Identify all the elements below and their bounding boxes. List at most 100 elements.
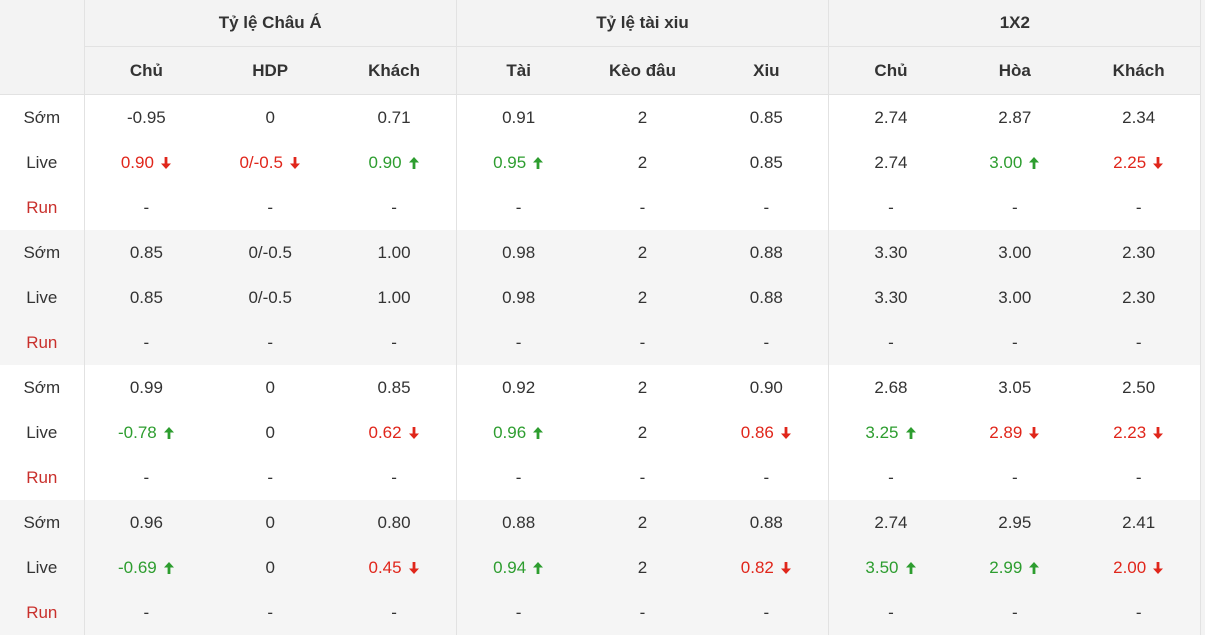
odds-cell-1x2-home: 3.50	[828, 545, 953, 590]
odds-cell-away: 0.90	[332, 140, 456, 185]
odds-cell-1x2-away: -	[1076, 320, 1201, 365]
odds-cell-away: 0.45	[332, 545, 457, 590]
row-label: Sớm	[23, 377, 61, 397]
arrow-down-icon	[780, 561, 792, 575]
odds-value-wrap: 2.99	[989, 558, 1040, 578]
odds-cell-1x2-away: 2.30	[1076, 275, 1201, 320]
odds-cell-1x2-away: -	[1076, 590, 1201, 635]
odds-row-run: Run - - - - - - - - -	[0, 455, 1205, 500]
odds-value: -	[267, 602, 274, 622]
odds-value: -	[763, 332, 770, 352]
odds-value-wrap: 2.95	[998, 513, 1031, 533]
odds-cell-away: 1.00	[332, 275, 457, 320]
column-header-1x2-home: Chủ	[828, 46, 953, 95]
odds-value-wrap: -	[764, 468, 770, 488]
odds-cell-under: 0.88	[704, 275, 829, 320]
odds-value: -	[391, 332, 397, 352]
odds-value: -	[1135, 332, 1142, 352]
odds-value: -	[143, 602, 150, 622]
odds-value-wrap: 1.00	[378, 288, 411, 308]
odds-value-wrap: 3.25	[865, 423, 916, 443]
odds-table-body: Sớm -0.95 0 0.71 0.91 2 0.85 2.74 2.87 2.34 Live 0.…	[0, 94, 1205, 635]
odds-value-wrap: 2	[638, 243, 647, 263]
odds-value-wrap: 0.95	[493, 153, 544, 173]
odds-row-live: Live 0.85 0/-0.5 1.00 0.98 2 0.88 3.30 3.00 2.30	[0, 275, 1205, 320]
odds-value-wrap: 0.88	[750, 288, 783, 308]
odds-cell-over: 0.98	[455, 230, 581, 275]
odds-value-wrap: 0.88	[750, 243, 783, 263]
odds-cell-under: 0.85	[705, 95, 829, 141]
odds-value-wrap: -	[1136, 198, 1142, 218]
odds-value: 0.95	[493, 152, 527, 172]
row-label: Run	[26, 467, 58, 487]
odds-value: -	[1011, 467, 1018, 487]
odds-value-wrap: 3.30	[874, 243, 907, 263]
odds-value-wrap: 0.91	[502, 108, 535, 128]
odds-cell-draw: 2.89	[953, 410, 1077, 455]
odds-cell-over: -	[455, 320, 581, 365]
odds-value-wrap: 3.00	[998, 288, 1031, 308]
odds-value-wrap: -	[888, 468, 894, 488]
odds-cell-line: 2	[580, 545, 705, 590]
odds-value: -	[143, 467, 150, 487]
odds-cell-hdp: 0	[208, 545, 333, 590]
odds-value: 2.68	[874, 377, 908, 397]
odds-value-wrap: 2.89	[989, 423, 1040, 443]
odds-value-wrap: 2	[638, 153, 647, 173]
odds-value-wrap: 2.74	[874, 153, 907, 173]
odds-value: 0.99	[129, 377, 163, 397]
arrow-down-icon	[289, 156, 301, 170]
column-header-hdp: HDP	[208, 46, 333, 95]
odds-value: 3.00	[998, 287, 1032, 307]
odds-value: -	[1011, 332, 1018, 352]
arrow-up-icon	[532, 426, 544, 440]
group-header-asian: Tỷ lệ Châu Á	[83, 0, 457, 47]
odds-value: -	[515, 197, 522, 217]
odds-value: 0.82	[740, 557, 774, 577]
odds-value: 0/-0.5	[248, 242, 292, 262]
odds-value-wrap: 0.85	[130, 243, 163, 263]
odds-value: -	[391, 602, 397, 622]
row-end-spacer	[1200, 140, 1205, 185]
row-label: Live	[26, 152, 58, 172]
odds-value: 2.87	[998, 107, 1032, 127]
odds-value: 3.30	[874, 287, 908, 307]
odds-value: 0	[265, 512, 275, 532]
odds-cell-over: 0.88	[455, 500, 581, 545]
odds-value-wrap: 0	[265, 513, 274, 533]
odds-value-wrap: 2	[638, 378, 647, 398]
odds-value: -	[888, 602, 894, 622]
odds-value: 0.85	[749, 107, 783, 127]
odds-value-wrap: 3.50	[865, 558, 916, 578]
odds-value: 0.88	[749, 242, 783, 262]
odds-cell-over: -	[455, 590, 581, 635]
odds-cell-under: 0.88	[704, 500, 829, 545]
arrow-down-icon	[1152, 426, 1164, 440]
odds-value-wrap: -	[640, 603, 646, 623]
odds-value-wrap: -	[1136, 468, 1142, 488]
odds-row-early: Sớm 0.99 0 0.85 0.92 2 0.90 2.68 3.05 2.50	[0, 365, 1205, 410]
odds-cell-1x2-home: 2.68	[828, 365, 953, 410]
odds-value-wrap: 0.45	[369, 558, 420, 578]
row-end-spacer	[1200, 320, 1205, 365]
row-label: Sớm	[0, 500, 85, 545]
column-header-under: Xiu	[704, 46, 829, 95]
odds-value-wrap: -	[391, 468, 397, 488]
row-label: Sớm	[0, 230, 85, 275]
odds-value: 3.00	[989, 152, 1023, 172]
odds-value-wrap: 2.74	[874, 513, 907, 533]
odds-value: 0.45	[368, 557, 402, 577]
odds-cell-line: 2	[580, 275, 705, 320]
odds-value-wrap: -	[144, 198, 150, 218]
odds-cell-over: -	[455, 185, 581, 230]
odds-value-wrap: 0.85	[750, 108, 783, 128]
odds-cell-home: -	[83, 590, 209, 635]
odds-value-wrap: 0.98	[502, 288, 535, 308]
odds-cell-away: 0.80	[332, 500, 457, 545]
odds-cell-hdp: -	[208, 185, 332, 230]
odds-value-wrap: 2.50	[1122, 378, 1155, 398]
odds-value: 2.95	[998, 512, 1032, 532]
odds-cell-1x2-away: 2.25	[1077, 140, 1201, 185]
odds-value-wrap: 2.25	[1113, 153, 1164, 173]
odds-value-wrap: 0/-0.5	[248, 243, 291, 263]
